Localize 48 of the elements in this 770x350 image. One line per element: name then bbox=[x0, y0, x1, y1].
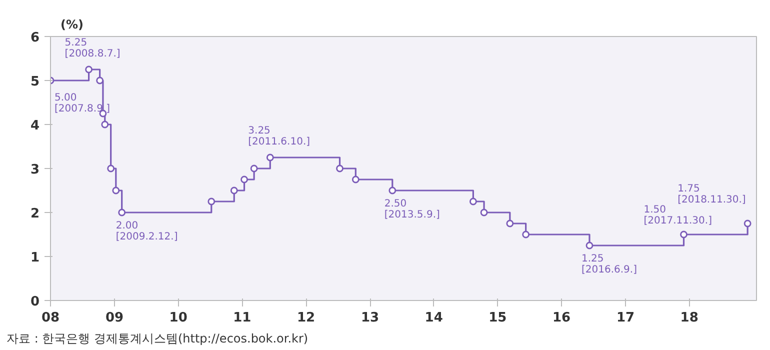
x-tick-label: 09 bbox=[105, 310, 124, 326]
point bbox=[96, 76, 104, 84]
x-tick-label: 11 bbox=[233, 310, 252, 326]
point bbox=[480, 208, 488, 216]
annotation: 2.50 [2013.5.9.] bbox=[384, 198, 440, 220]
x-tick-label: 13 bbox=[360, 310, 380, 326]
point bbox=[112, 186, 120, 194]
x-tick-label: 16 bbox=[552, 310, 571, 326]
annotation: 3.25 [2011.6.10.] bbox=[248, 126, 310, 148]
point bbox=[266, 154, 274, 162]
x-tick-label: 10 bbox=[169, 310, 188, 326]
point bbox=[230, 186, 238, 194]
y-tick-label: 0 bbox=[30, 294, 40, 310]
y-tick-label: 5 bbox=[30, 74, 40, 90]
point bbox=[250, 164, 258, 172]
x-tick-label: 18 bbox=[680, 310, 698, 326]
point bbox=[336, 164, 344, 172]
x-tick-label: 14 bbox=[424, 310, 443, 326]
point bbox=[118, 208, 126, 216]
point bbox=[107, 164, 115, 172]
point bbox=[586, 242, 594, 250]
point bbox=[208, 198, 216, 206]
annotation: 1.25 [2016.6.9.] bbox=[581, 254, 638, 276]
y-axis-title: (%) bbox=[60, 18, 84, 32]
point bbox=[522, 230, 530, 238]
annotation: 1.75 [2018.11.30.] bbox=[678, 184, 746, 206]
x-tick-label: 17 bbox=[616, 310, 635, 326]
point bbox=[240, 176, 248, 184]
y-tick-label: 1 bbox=[30, 250, 40, 266]
point bbox=[85, 66, 92, 74]
point bbox=[469, 198, 477, 206]
x-tick-label: 15 bbox=[488, 310, 507, 326]
y-tick-label: 3 bbox=[30, 162, 40, 178]
point bbox=[506, 220, 514, 228]
x-tick-label: 12 bbox=[296, 310, 316, 326]
annotation: 1.50 [2017.11.30.] bbox=[644, 204, 712, 226]
point bbox=[744, 220, 752, 228]
text: 자료 : 한국은행 경제통계시스템(http://ecos.bok.or.kr) bbox=[6, 332, 308, 346]
point bbox=[352, 176, 360, 184]
point bbox=[101, 120, 109, 128]
y-tick-label: 6 bbox=[30, 30, 40, 46]
y-tick-label: 2 bbox=[30, 206, 40, 222]
annotation: 2.00 [2009.2.12.] bbox=[116, 220, 178, 242]
annotation: 5.25 [2008.8.7.] bbox=[64, 38, 120, 60]
y-tick-label: 4 bbox=[30, 118, 40, 134]
point bbox=[388, 186, 396, 194]
x-tick-label: 08 bbox=[41, 310, 60, 326]
point bbox=[680, 230, 688, 238]
